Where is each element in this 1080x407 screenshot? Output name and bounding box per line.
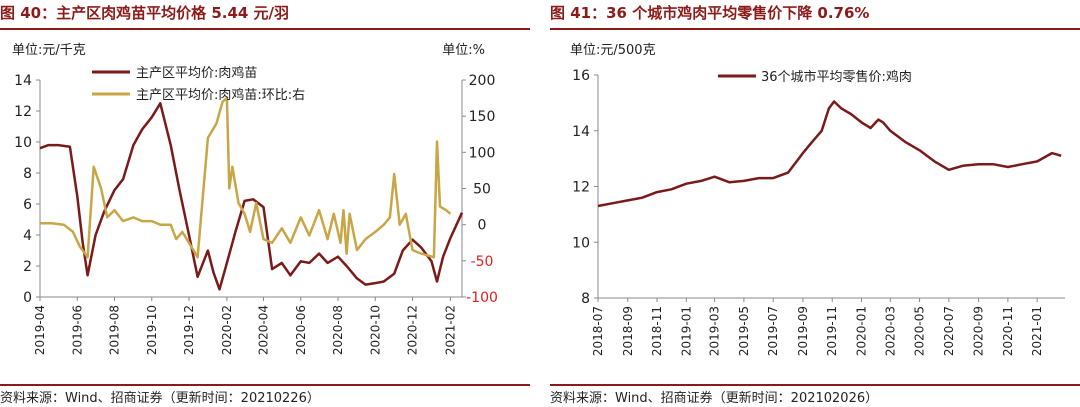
- chart-41: 单位:元/500克 8 10 12 14 16 2018-07 2018-09 2018-11 2…: [570, 43, 1065, 356]
- figure-41: 图 41：36 个城市鸡肉平均零售价下降 0.76% 单位:元/500克 8 10 1…: [550, 0, 1080, 407]
- y-axis-right-unit: 单位:%: [442, 43, 485, 58]
- series-line-1: [39, 102, 464, 291]
- figure-40-title: 图 40：主产区肉鸡苗平均价格 5.44 元/羽: [0, 4, 290, 22]
- figure-40-source: 资料来源：Wind、招商证券（更新时间：20210226）: [0, 391, 320, 406]
- y2-tick-label: 200: [469, 73, 496, 89]
- x-tick-label: 2020-12: [406, 305, 420, 355]
- x-tick-label: 2018-11: [650, 306, 664, 356]
- x-tick-label: 2019-07: [766, 306, 780, 356]
- legend-label-1: 主产区平均价:肉鸡苗: [136, 65, 257, 81]
- y2-tick-label: 50: [473, 182, 491, 198]
- x-tick-label: 2020-06: [294, 305, 308, 355]
- x-tick-label: 2020-11: [1001, 306, 1015, 356]
- x-tick-label: 2020-05: [913, 306, 927, 356]
- x-tick-label: 2019-08: [108, 305, 122, 355]
- x-tick-label: 2019-09: [796, 306, 810, 356]
- x-tick-label: 2019-10: [145, 305, 159, 355]
- x-tick-label: 2020-03: [883, 306, 897, 356]
- x-tick-label: 2020-10: [368, 305, 382, 355]
- series-line-1: [597, 100, 1062, 208]
- x-tick-label: 2020-02: [220, 305, 234, 355]
- y-tick-label: 6: [23, 197, 32, 213]
- x-tick-label: 2019-03: [708, 306, 722, 356]
- y2-tick-label: -100: [466, 290, 498, 306]
- y2-tick-label: 100: [469, 145, 496, 161]
- chart-40: 单位:元/千克 单位:% 0 2 4 6 8 10 12 14 -100 -50 0 50 100 150 20…: [12, 43, 498, 355]
- y-tick-label: 10: [14, 135, 32, 151]
- y2-tick-label: 0: [478, 218, 487, 234]
- y-tick-label: 8: [581, 291, 590, 307]
- x-tick-label: 2020-04: [257, 305, 271, 355]
- y-tick-label: 2: [23, 259, 32, 275]
- figure-41-top-rule: [550, 28, 1080, 30]
- figure-41-source: 资料来源：Wind、招商证券（更新时间：202102026）: [550, 391, 879, 406]
- x-tick-label: 2019-05: [737, 306, 751, 356]
- figure-41-bottom-rule: [550, 384, 1080, 386]
- legend-label-2: 主产区平均价:肉鸡苗:环比:右: [136, 87, 305, 103]
- y-tick-label: 8: [23, 166, 32, 182]
- x-tick-label: 2021-02: [443, 305, 457, 355]
- x-tick-label: 2019-04: [33, 305, 47, 355]
- x-tick-label: 2020-07: [942, 306, 956, 356]
- x-tick-label: 2021-01: [1030, 306, 1044, 356]
- y2-tick-label: 150: [469, 109, 496, 125]
- x-tick-label: 2020-01: [854, 306, 868, 356]
- y-tick-label: 14: [572, 124, 590, 140]
- y-tick-label: 10: [572, 235, 590, 251]
- x-tick-label: 2018-07: [591, 306, 605, 356]
- y-axis-left-unit: 单位:元/千克: [12, 43, 86, 58]
- y-tick-label: 14: [14, 73, 32, 89]
- x-tick-label: 2019-11: [825, 306, 839, 356]
- series-line-2: [40, 96, 452, 259]
- y-tick-label: 0: [23, 290, 32, 306]
- figure-40-bottom-rule: [0, 384, 530, 386]
- y-tick-label: 12: [14, 104, 32, 120]
- x-tick-label: 2019-01: [679, 306, 693, 356]
- x-tick-label: 2020-09: [972, 306, 986, 356]
- legend-label-1: 36个城市平均零售价:鸡肉: [761, 69, 912, 85]
- x-tick-label: 2020-08: [331, 305, 345, 355]
- y-tick-label: 4: [23, 228, 32, 244]
- figure-40-top-rule: [0, 28, 530, 30]
- y-axis-unit: 单位:元/500克: [570, 43, 656, 58]
- x-tick-label: 2019-06: [70, 305, 84, 355]
- y2-tick-label: -50: [471, 254, 494, 270]
- x-tick-label: 2018-09: [621, 306, 635, 356]
- x-tick-label: 2019-12: [182, 305, 196, 355]
- figure-40: 图 40：主产区肉鸡苗平均价格 5.44 元/羽 单位:元/千克 单位:% 0 2 4 6…: [0, 0, 530, 407]
- y-tick-label: 16: [572, 68, 590, 84]
- figure-41-title: 图 41：36 个城市鸡肉平均零售价下降 0.76%: [550, 4, 870, 22]
- y-tick-label: 12: [572, 180, 590, 196]
